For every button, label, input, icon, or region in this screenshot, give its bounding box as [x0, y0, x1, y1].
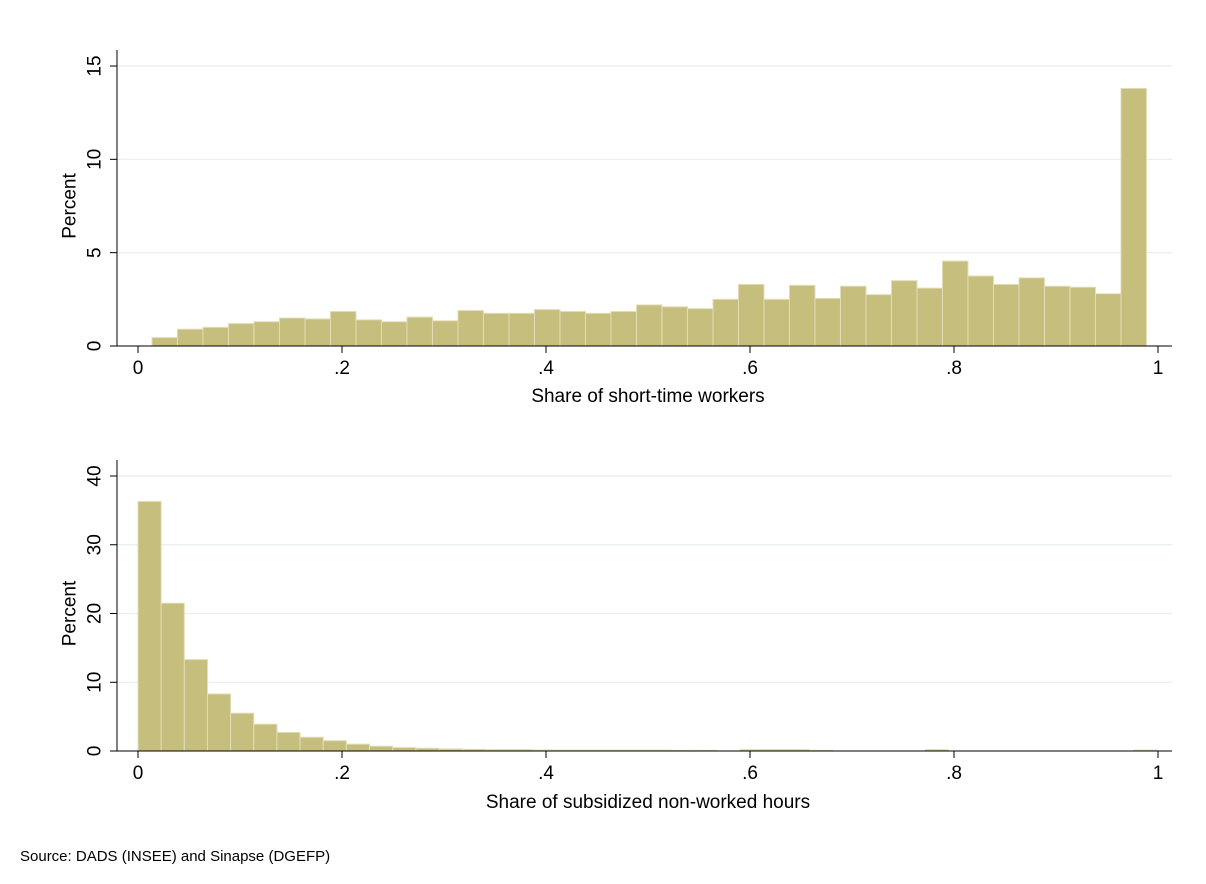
- x-tick-label: .2: [334, 763, 350, 784]
- histogram-bar: [584, 312, 612, 347]
- histogram-bar: [276, 731, 301, 752]
- x-tick-label: .4: [538, 763, 554, 784]
- source-note: Source: DADS (INSEE) and Sinapse (DGEFP): [20, 848, 331, 865]
- histogram-bar: [1043, 285, 1071, 347]
- histogram-bar: [151, 337, 178, 347]
- histogram-bar: [380, 321, 408, 347]
- histogram-bar: [763, 298, 790, 347]
- histogram-bar: [1018, 277, 1045, 347]
- y-axis-title: Percent: [60, 173, 81, 239]
- histogram-bar: [661, 306, 688, 347]
- y-tick-label: 10: [85, 149, 106, 170]
- histogram-bar: [299, 736, 324, 752]
- histogram-bar: [176, 328, 204, 347]
- x-tick-label: .8: [946, 763, 962, 784]
- histogram-bar: [916, 287, 943, 347]
- histogram-bar: [392, 747, 417, 752]
- histogram-bar: [890, 280, 918, 347]
- histogram-bar: [814, 297, 841, 347]
- histogram-bar: [160, 602, 185, 752]
- histogram-bar: [406, 316, 433, 347]
- histogram-bar: [431, 320, 459, 347]
- histogram-bar: [278, 317, 306, 347]
- histogram-bar: [329, 310, 357, 347]
- histogram-bar: [941, 260, 969, 347]
- y-tick-label: 20: [85, 603, 106, 624]
- histogram-bar: [345, 743, 371, 752]
- x-axis-title: Share of short-time workers: [531, 386, 764, 407]
- histogram-bar: [183, 659, 208, 752]
- histogram-bar: [202, 326, 229, 347]
- histogram-bar: [533, 309, 561, 347]
- histogram-bar: [712, 298, 739, 347]
- y-axis-title: Percent: [60, 580, 81, 646]
- y-tick-label: 15: [85, 55, 106, 76]
- top-histogram-panel: 0 5 10 15 0 .2 .4 .6 .8 1 Share of short-time work…: [60, 50, 1172, 407]
- histogram-bar: [1094, 293, 1122, 347]
- x-tick-label: 1: [1153, 763, 1164, 784]
- histogram-bar: [1120, 87, 1147, 347]
- histogram-bar: [788, 284, 816, 347]
- histogram-bar: [686, 308, 714, 347]
- histogram-bar: [457, 310, 484, 347]
- histogram-bar: [559, 310, 586, 347]
- y-tick-label: 5: [85, 247, 106, 258]
- histogram-bar: [482, 312, 510, 347]
- y-tick-label: 0: [85, 746, 106, 757]
- histogram-bar: [992, 283, 1020, 347]
- x-tick-label: .4: [538, 358, 554, 379]
- y-tick-label: 30: [85, 534, 106, 555]
- x-tick-label: 0: [133, 763, 144, 784]
- histogram-bar: [253, 321, 280, 347]
- histogram-bar: [137, 500, 162, 752]
- histogram-bar: [304, 318, 331, 347]
- histogram-bar: [635, 304, 663, 347]
- histogram-bar: [967, 275, 994, 347]
- x-tick-label: .6: [742, 358, 758, 379]
- histogram-bar: [508, 312, 535, 347]
- bottom-histogram-panel: 0 10 20 30 40 0 .2 .4 .6 .8 1 Share of subsidized n…: [60, 460, 1172, 813]
- histogram-bar: [865, 294, 892, 347]
- x-tick-label: .8: [946, 358, 962, 379]
- x-tick-label: 1: [1153, 358, 1164, 379]
- x-axis-title: Share of subsidized non-worked hours: [486, 792, 810, 813]
- x-tick-label: .6: [742, 763, 758, 784]
- x-tick-label: 0: [133, 358, 144, 379]
- histogram-bar: [839, 285, 867, 347]
- histogram-bar: [1069, 286, 1096, 347]
- y-tick-label: 40: [85, 465, 106, 486]
- histogram-bar: [369, 745, 394, 752]
- histogram-bar: [737, 283, 765, 347]
- histogram-bar: [253, 723, 278, 752]
- x-tick-label: .2: [334, 358, 350, 379]
- histogram-bar: [610, 310, 637, 347]
- histogram-bar: [355, 319, 382, 347]
- histogram-bar: [322, 740, 347, 752]
- histogram-bar: [206, 693, 232, 752]
- histogram-bar: [230, 712, 255, 752]
- y-tick-label: 10: [85, 672, 106, 693]
- histogram-bar: [227, 323, 255, 347]
- y-tick-label: 0: [85, 341, 106, 352]
